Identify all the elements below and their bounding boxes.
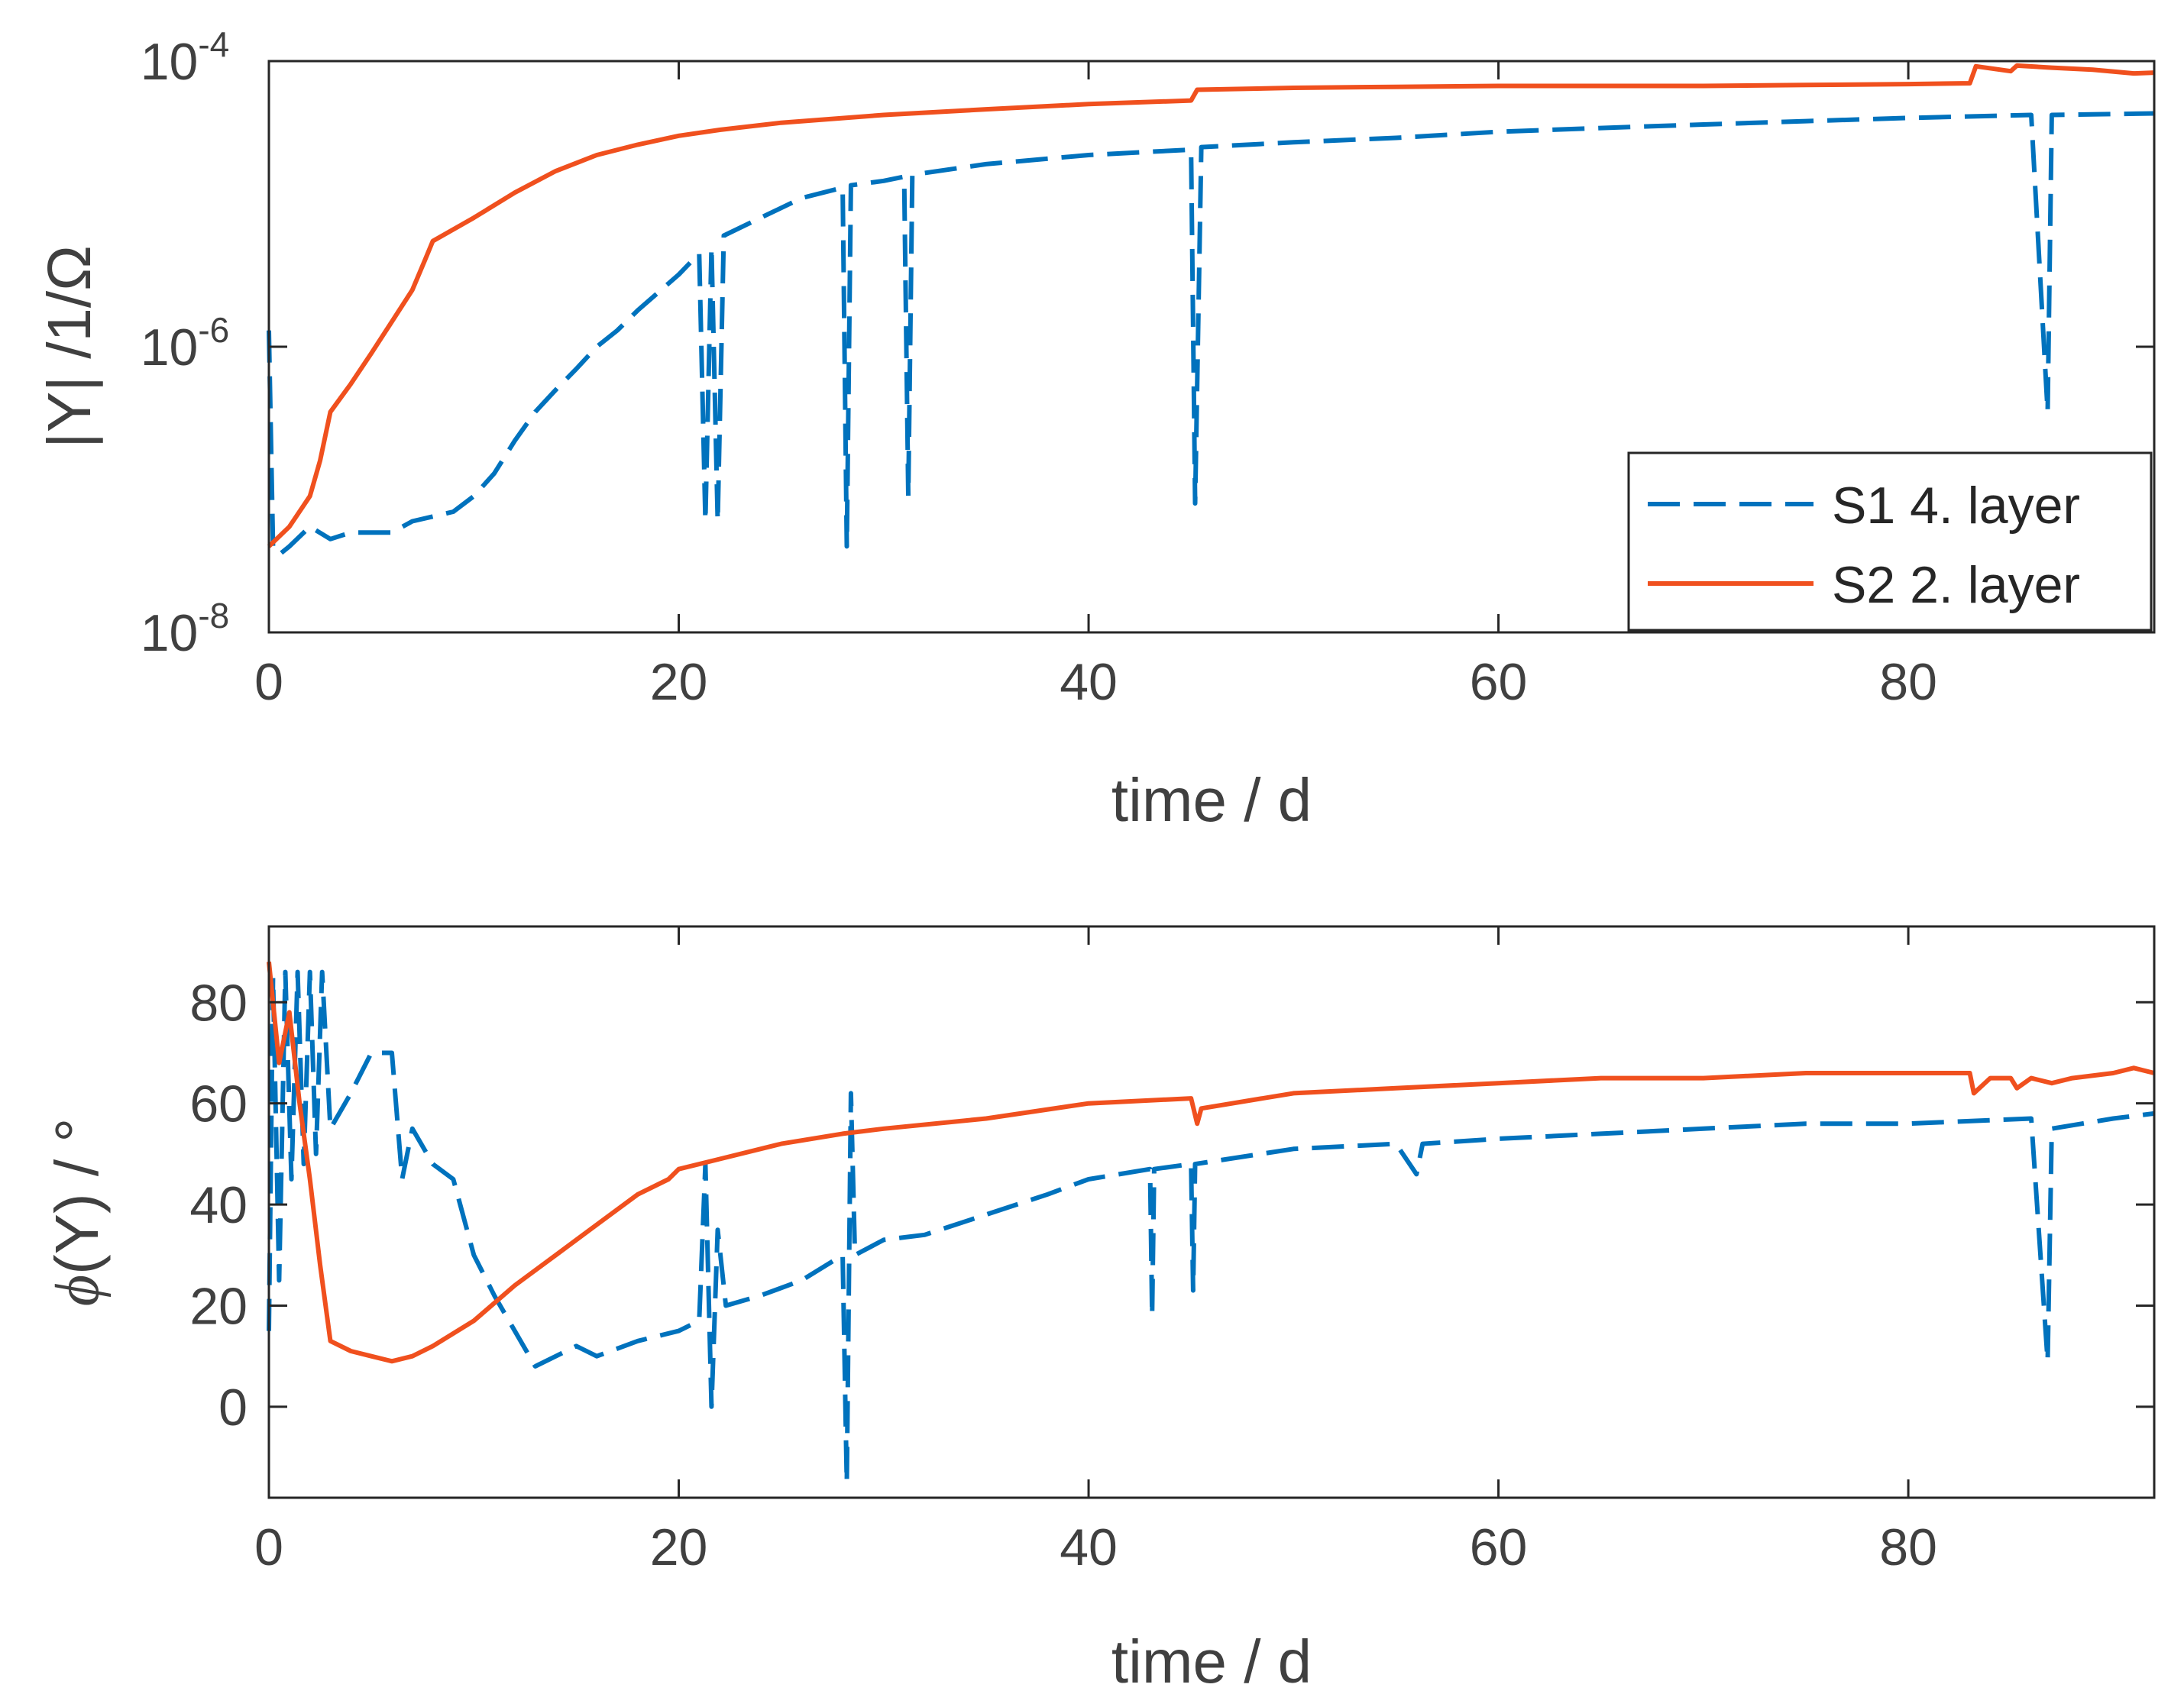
magnitude-y-tick-label: 10-6 xyxy=(141,310,230,377)
y-tick-exponent: -8 xyxy=(198,596,229,635)
phase-plot-area xyxy=(267,961,2155,1486)
magnitude-x-tick-label: 20 xyxy=(650,653,708,711)
magnitude-y-tick-label: 10-4 xyxy=(141,24,230,91)
phase-panel: 0 20 40 60 80 0 20 40 60 80 time / d ϕ(Y) / ° xyxy=(43,925,2156,1696)
magnitude-y-tick-label: 10-8 xyxy=(141,596,230,662)
phase-series-s1-line xyxy=(267,969,2155,1486)
magnitude-y-axis-label: |Y| /1/Ω xyxy=(35,245,103,448)
phase-x-tick-label: 60 xyxy=(1470,1518,1528,1576)
phase-x-tick-label: 20 xyxy=(650,1518,708,1576)
magnitude-x-axis-label: time / d xyxy=(1111,766,1312,834)
magnitude-y-ticks: 10-810-610-4 xyxy=(141,24,2154,662)
phase-series-s2-line xyxy=(267,961,2155,1364)
magnitude-series-s1-line xyxy=(267,111,2155,558)
phase-y-axis-label-symbol: ϕ xyxy=(44,1275,112,1306)
phase-y-tick-label: 80 xyxy=(189,974,248,1032)
phase-x-tick-label: 0 xyxy=(254,1518,283,1576)
magnitude-x-tick-label: 80 xyxy=(1879,653,1937,711)
legend-label-s2: S2 2. layer xyxy=(1832,556,2080,614)
phase-x-tick-label: 40 xyxy=(1060,1518,1118,1576)
phase-y-tick-label: 0 xyxy=(218,1379,248,1437)
phase-y-tick-label: 40 xyxy=(189,1176,248,1234)
legend-label-s1: S1 4. layer xyxy=(1832,477,2080,535)
phase-y-ticks: 0 20 40 60 80 xyxy=(189,974,2154,1437)
phase-y-tick-label: 20 xyxy=(189,1277,248,1335)
magnitude-x-tick-label: 40 xyxy=(1060,653,1118,711)
y-tick-base: 10 xyxy=(141,604,199,662)
phase-y-axis-label-rest: (Y) / ° xyxy=(43,1118,111,1275)
phase-y-axis-label: ϕ(Y) / ° xyxy=(43,1118,112,1307)
magnitude-x-tick-label: 60 xyxy=(1470,653,1528,711)
magnitude-plot-area xyxy=(267,63,2155,558)
y-tick-exponent: -6 xyxy=(198,310,229,350)
legend: S1 4. layer S2 2. layer xyxy=(1627,451,2153,632)
phase-y-tick-label: 60 xyxy=(189,1075,248,1133)
phase-axes-box xyxy=(267,925,2156,1499)
phase-x-ticks: 0 20 40 60 80 xyxy=(254,926,1937,1576)
magnitude-panel: 0 20 40 60 80 10-810-610-4 time / d |Y| /1/Ω… xyxy=(35,24,2156,834)
magnitude-x-tick-label: 0 xyxy=(254,653,283,711)
phase-x-tick-label: 80 xyxy=(1879,1518,1937,1576)
y-tick-base: 10 xyxy=(141,33,199,91)
phase-x-axis-label: time / d xyxy=(1111,1628,1312,1696)
y-tick-exponent: -4 xyxy=(198,24,229,64)
magnitude-series-s2-line xyxy=(267,63,2155,548)
magnitude-x-ticks: 0 20 40 60 80 xyxy=(254,61,1937,711)
legend-box xyxy=(1627,451,2153,632)
y-tick-base: 10 xyxy=(141,318,199,377)
